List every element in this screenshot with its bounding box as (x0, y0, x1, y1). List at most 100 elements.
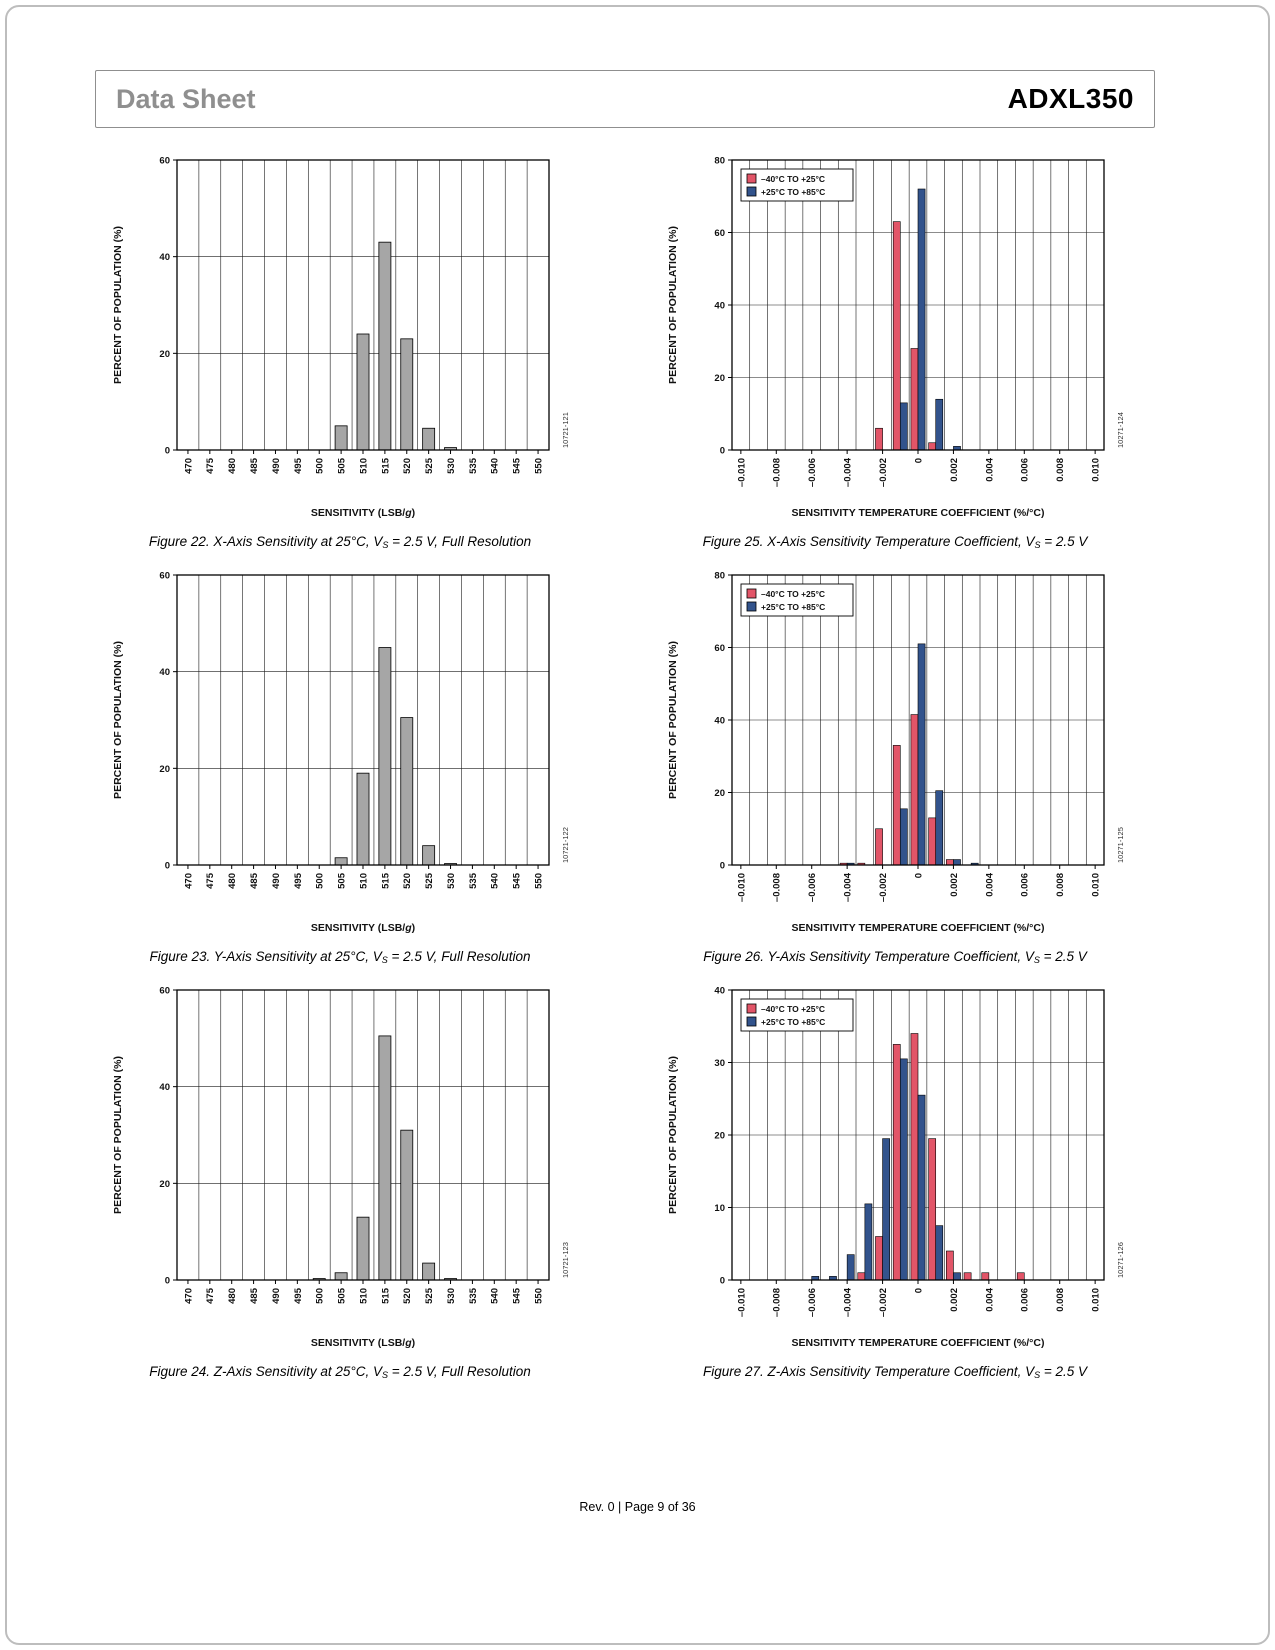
figure-27-caption: Figure 27. Z-Axis Sensitivity Temperatur… (660, 1364, 1130, 1380)
svg-text:0: 0 (720, 1276, 725, 1287)
svg-text:510: 510 (358, 458, 369, 474)
svg-text:0: 0 (913, 458, 924, 463)
svg-text:550: 550 (533, 458, 544, 474)
svg-text:0.006: 0.006 (1020, 873, 1031, 897)
svg-text:475: 475 (205, 457, 216, 474)
caption-text: Figure 26. Y-Axis Sensitivity Temperatur… (703, 949, 1034, 964)
svg-text:20: 20 (714, 373, 725, 384)
svg-text:–0.004: –0.004 (843, 1287, 854, 1317)
svg-text:545: 545 (512, 872, 523, 889)
svg-text:480: 480 (227, 873, 238, 889)
svg-text:0.008: 0.008 (1055, 873, 1066, 897)
figure-23-plot: 0 20 40 60 470 475 480 485 490 495 500 505 510 515 520… (112, 571, 570, 935)
svg-text:0: 0 (720, 861, 725, 872)
svg-text:PERCENT OF POPULATION (%): PERCENT OF POPULATION (%) (112, 641, 124, 799)
figure-22-chart: 0 20 40 60 470 475 480 485 490 495 500 505 510 515 520… (105, 150, 575, 551)
svg-text:515: 515 (380, 1287, 391, 1304)
svg-text:0: 0 (165, 1276, 170, 1287)
svg-text:0: 0 (913, 1288, 924, 1293)
figure-22-caption: Figure 22. X-Axis Sensitivity at 25°C, V… (105, 534, 575, 550)
figure-25-chart: 0 20 40 60 80 –0.010 –0.008 –0.006 –0.004 –0.002 0… (660, 150, 1130, 551)
svg-text:0.004: 0.004 (984, 457, 995, 481)
svg-text:540: 540 (490, 873, 501, 889)
caption-text: Figure 25. X-Axis Sensitivity Temperatur… (702, 534, 1035, 549)
svg-text:0: 0 (165, 446, 170, 457)
svg-text:540: 540 (490, 458, 501, 474)
figure-27-chart: 0 10 20 30 40 –0.010 –0.008 –0.006 –0.004 –0.002 0… (660, 980, 1130, 1381)
svg-text:0.004: 0.004 (984, 872, 995, 896)
svg-text:10721-123: 10721-123 (561, 1242, 570, 1278)
svg-text:–0.008: –0.008 (772, 458, 783, 487)
caption-subscript: S (382, 540, 389, 550)
svg-text:500: 500 (315, 458, 326, 474)
part-number: ADXL350 (1007, 83, 1134, 114)
svg-text:+25°C TO +85°C: +25°C TO +85°C (761, 187, 825, 197)
svg-text:0.002: 0.002 (949, 873, 960, 897)
svg-text:–40°C TO +25°C: –40°C TO +25°C (761, 589, 825, 599)
figure-26-plot: 0 20 40 60 80 –0.010 –0.008 –0.006 –0.004 –0.002 0… (667, 571, 1125, 935)
svg-text:PERCENT OF POPULATION (%): PERCENT OF POPULATION (%) (112, 1056, 124, 1214)
svg-text:20: 20 (159, 764, 170, 775)
page-footer: Rev. 0 | Page 9 of 36 (579, 1500, 696, 1514)
figure-25-plot: 0 20 40 60 80 –0.010 –0.008 –0.006 –0.004 –0.002 0… (667, 156, 1125, 520)
figure-26-chart: 0 20 40 60 80 –0.010 –0.008 –0.006 –0.004 –0.002 0… (660, 565, 1130, 966)
svg-text:SENSITIVITY (LSB/g): SENSITIVITY (LSB/g) (311, 1337, 415, 1349)
svg-text:20: 20 (714, 1131, 725, 1142)
svg-text:SENSITIVITY TEMPERATURE COEFFI: SENSITIVITY TEMPERATURE COEFFICIENT (%/°… (792, 507, 1045, 519)
svg-text:60: 60 (159, 571, 170, 582)
svg-text:470: 470 (183, 873, 194, 889)
svg-text:495: 495 (293, 872, 304, 889)
svg-text:0.010: 0.010 (1091, 458, 1102, 482)
svg-text:525: 525 (424, 872, 435, 889)
svg-text:480: 480 (227, 458, 238, 474)
figure-24-caption: Figure 24. Z-Axis Sensitivity at 25°C, V… (105, 1364, 575, 1380)
figure-23-caption: Figure 23. Y-Axis Sensitivity at 25°C, V… (105, 949, 575, 965)
svg-text:60: 60 (159, 986, 170, 997)
svg-text:10: 10 (714, 1203, 725, 1214)
svg-text:60: 60 (159, 156, 170, 167)
svg-text:0.006: 0.006 (1020, 458, 1031, 482)
svg-text:545: 545 (512, 457, 523, 474)
svg-text:485: 485 (249, 872, 260, 889)
svg-text:SENSITIVITY (LSB/g): SENSITIVITY (LSB/g) (311, 922, 415, 934)
svg-text:10271-126: 10271-126 (1116, 1242, 1125, 1278)
svg-text:20: 20 (159, 349, 170, 360)
svg-text:–0.010: –0.010 (736, 1288, 747, 1317)
svg-text:480: 480 (227, 1288, 238, 1304)
svg-text:520: 520 (402, 458, 413, 474)
svg-text:495: 495 (293, 1287, 304, 1304)
caption-text: = 2.5 V, Full Resolution (388, 534, 532, 549)
svg-text:10721-121: 10721-121 (561, 412, 570, 448)
svg-text:0.010: 0.010 (1091, 873, 1102, 897)
svg-text:485: 485 (249, 1287, 260, 1304)
svg-text:80: 80 (714, 571, 725, 582)
svg-text:490: 490 (271, 1288, 282, 1304)
svg-text:40: 40 (714, 986, 725, 997)
svg-text:–0.010: –0.010 (736, 873, 747, 902)
svg-text:PERCENT OF POPULATION (%): PERCENT OF POPULATION (%) (667, 1056, 679, 1214)
svg-text:0.008: 0.008 (1055, 1288, 1066, 1312)
svg-text:+25°C TO +85°C: +25°C TO +85°C (761, 602, 825, 612)
svg-text:0.004: 0.004 (984, 1287, 995, 1311)
svg-text:40: 40 (159, 1082, 170, 1093)
figure-22-plot: 0 20 40 60 470 475 480 485 490 495 500 505 510 515 520… (112, 156, 570, 520)
svg-text:540: 540 (490, 1288, 501, 1304)
caption-text: = 2.5 V, Full Resolution (388, 1364, 531, 1379)
caption-subscript: S (1034, 1370, 1041, 1380)
svg-text:SENSITIVITY TEMPERATURE COEFFI: SENSITIVITY TEMPERATURE COEFFICIENT (%/°… (792, 922, 1045, 934)
svg-text:505: 505 (337, 872, 348, 889)
svg-text:–0.006: –0.006 (807, 873, 818, 902)
figure-25-caption: Figure 25. X-Axis Sensitivity Temperatur… (660, 534, 1130, 550)
svg-text:60: 60 (714, 643, 725, 654)
svg-text:0: 0 (165, 861, 170, 872)
svg-text:500: 500 (315, 873, 326, 889)
svg-text:0.010: 0.010 (1091, 1288, 1102, 1312)
svg-text:10721-122: 10721-122 (561, 827, 570, 863)
svg-text:PERCENT OF POPULATION (%): PERCENT OF POPULATION (%) (112, 226, 124, 384)
svg-text:–40°C TO +25°C: –40°C TO +25°C (761, 174, 825, 184)
caption-subscript: S (381, 955, 388, 965)
svg-text:20: 20 (714, 788, 725, 799)
svg-text:0.002: 0.002 (949, 458, 960, 482)
svg-text:475: 475 (205, 1287, 216, 1304)
page-header: Data Sheet ADXL350 (95, 70, 1155, 128)
